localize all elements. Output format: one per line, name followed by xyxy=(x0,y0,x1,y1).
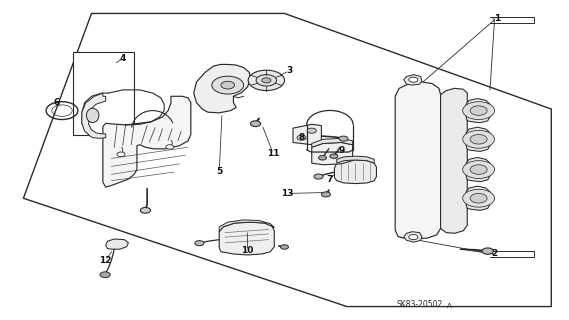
Circle shape xyxy=(314,174,323,179)
Circle shape xyxy=(166,145,174,149)
Circle shape xyxy=(470,194,487,203)
Text: 7: 7 xyxy=(327,175,333,184)
Polygon shape xyxy=(403,232,422,242)
Circle shape xyxy=(321,192,331,197)
Circle shape xyxy=(339,136,348,141)
Circle shape xyxy=(141,207,151,213)
Circle shape xyxy=(482,248,493,254)
Text: 10: 10 xyxy=(241,246,254,255)
Polygon shape xyxy=(403,75,422,85)
Circle shape xyxy=(463,189,494,207)
Circle shape xyxy=(221,81,234,89)
Circle shape xyxy=(117,152,125,156)
Circle shape xyxy=(470,165,487,174)
Circle shape xyxy=(262,78,271,83)
Circle shape xyxy=(330,154,338,158)
Circle shape xyxy=(256,75,277,86)
Circle shape xyxy=(409,77,418,82)
Polygon shape xyxy=(312,142,353,165)
Polygon shape xyxy=(466,99,490,123)
Text: 5: 5 xyxy=(216,167,222,176)
Text: 11: 11 xyxy=(267,149,279,158)
Circle shape xyxy=(463,130,494,148)
Polygon shape xyxy=(219,222,274,255)
Polygon shape xyxy=(293,124,321,145)
Polygon shape xyxy=(312,138,353,147)
Polygon shape xyxy=(73,52,134,134)
Circle shape xyxy=(250,121,261,126)
Polygon shape xyxy=(82,93,106,138)
Circle shape xyxy=(463,102,494,120)
Circle shape xyxy=(470,134,487,144)
Circle shape xyxy=(281,245,288,249)
Text: 9: 9 xyxy=(338,146,344,155)
Circle shape xyxy=(297,135,306,140)
Polygon shape xyxy=(466,157,490,182)
Text: 1: 1 xyxy=(494,14,501,23)
Circle shape xyxy=(212,76,244,94)
Polygon shape xyxy=(440,88,467,233)
Text: 3: 3 xyxy=(286,66,292,75)
Polygon shape xyxy=(193,64,250,113)
Circle shape xyxy=(248,70,284,91)
Text: 6: 6 xyxy=(53,98,59,107)
Circle shape xyxy=(307,128,316,133)
Ellipse shape xyxy=(86,108,99,123)
Polygon shape xyxy=(466,127,490,151)
Text: SK83-20502: SK83-20502 xyxy=(397,300,443,308)
Polygon shape xyxy=(337,156,374,163)
Circle shape xyxy=(100,272,110,277)
Polygon shape xyxy=(103,96,191,187)
Polygon shape xyxy=(335,160,377,184)
Text: 4: 4 xyxy=(119,53,126,62)
Text: 8: 8 xyxy=(298,133,304,142)
Text: A: A xyxy=(447,303,452,309)
Circle shape xyxy=(195,241,204,246)
Polygon shape xyxy=(23,13,551,307)
Polygon shape xyxy=(219,220,274,232)
Polygon shape xyxy=(395,82,440,239)
Polygon shape xyxy=(106,239,129,249)
Circle shape xyxy=(319,156,327,160)
Circle shape xyxy=(470,106,487,116)
Circle shape xyxy=(409,235,418,240)
Text: 12: 12 xyxy=(100,256,112,265)
Text: 13: 13 xyxy=(281,189,294,198)
Text: 2: 2 xyxy=(492,250,498,259)
Polygon shape xyxy=(466,186,490,210)
Circle shape xyxy=(463,161,494,179)
